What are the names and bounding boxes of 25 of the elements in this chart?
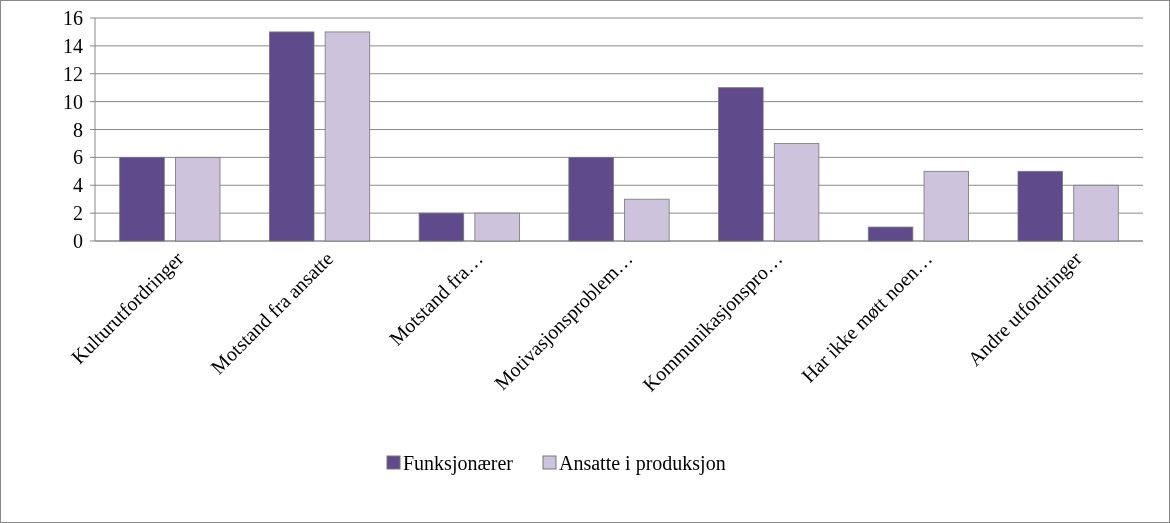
y-tick-label: 0	[73, 230, 83, 252]
bar	[418, 212, 465, 242]
bar	[568, 156, 614, 242]
bar	[175, 156, 221, 242]
bar	[474, 212, 520, 242]
y-tick-label: 16	[63, 7, 83, 29]
y-tick-label: 10	[63, 90, 83, 113]
legend-label: Ansatte i produksjon	[559, 452, 726, 475]
bar	[1073, 184, 1119, 242]
bar	[119, 156, 165, 242]
y-tick-label: 2	[73, 202, 83, 225]
y-tick-label: 12	[63, 62, 83, 85]
bar	[269, 31, 315, 242]
y-tick-label: 6	[73, 146, 83, 169]
bar	[867, 226, 914, 242]
y-tick-label: 8	[73, 118, 83, 141]
y-tick-label: 4	[73, 174, 83, 197]
bar	[923, 170, 969, 242]
bar	[324, 31, 371, 242]
bar	[1017, 170, 1063, 242]
bar	[773, 143, 820, 242]
bar	[718, 87, 764, 242]
bar	[624, 198, 670, 242]
legend-label: Funksjonærer	[403, 452, 514, 475]
y-tick-label: 14	[63, 34, 83, 57]
